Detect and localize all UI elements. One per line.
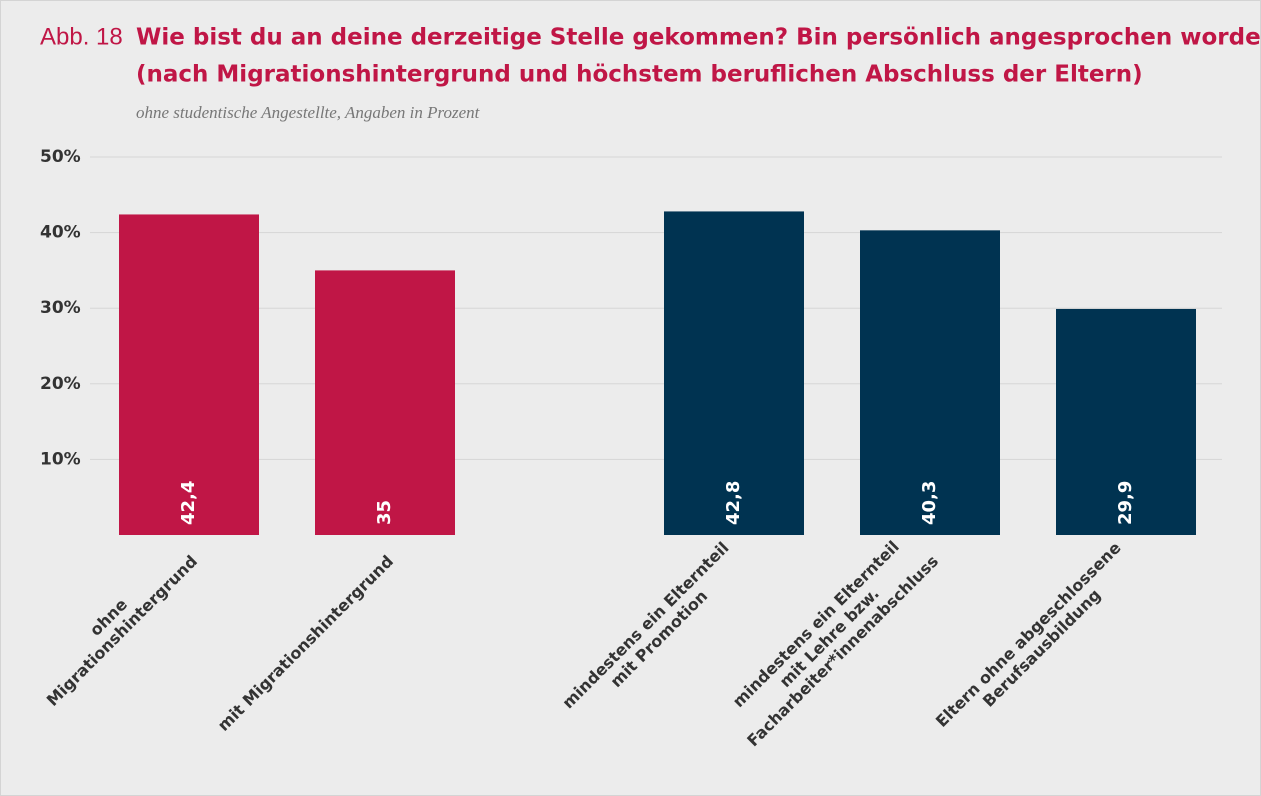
value-label: 29,9 [1115,481,1136,525]
y-tick-label: 20% [40,374,81,394]
value-label: 35 [374,500,395,525]
bar [860,230,1000,535]
bar [119,214,259,535]
y-tick-label: 40% [40,223,81,243]
value-label: 42,4 [178,481,199,525]
chart-subtitle: ohne studentische Angestellte, Angaben i… [136,103,481,122]
chart-title: (nach Migrationshintergrund und höchstem… [136,62,1143,88]
bar [1056,308,1196,535]
value-label: 42,8 [723,481,744,525]
y-tick-label: 30% [40,298,81,318]
y-tick-label: 50% [40,147,81,167]
y-tick-label: 10% [40,449,81,469]
figure-label: Abb. 18 [40,23,123,50]
value-label: 40,3 [919,481,940,525]
bar [315,270,455,535]
bar [664,211,804,535]
chart-title: Wie bist du an deine derzeitige Stelle g… [136,25,1261,51]
